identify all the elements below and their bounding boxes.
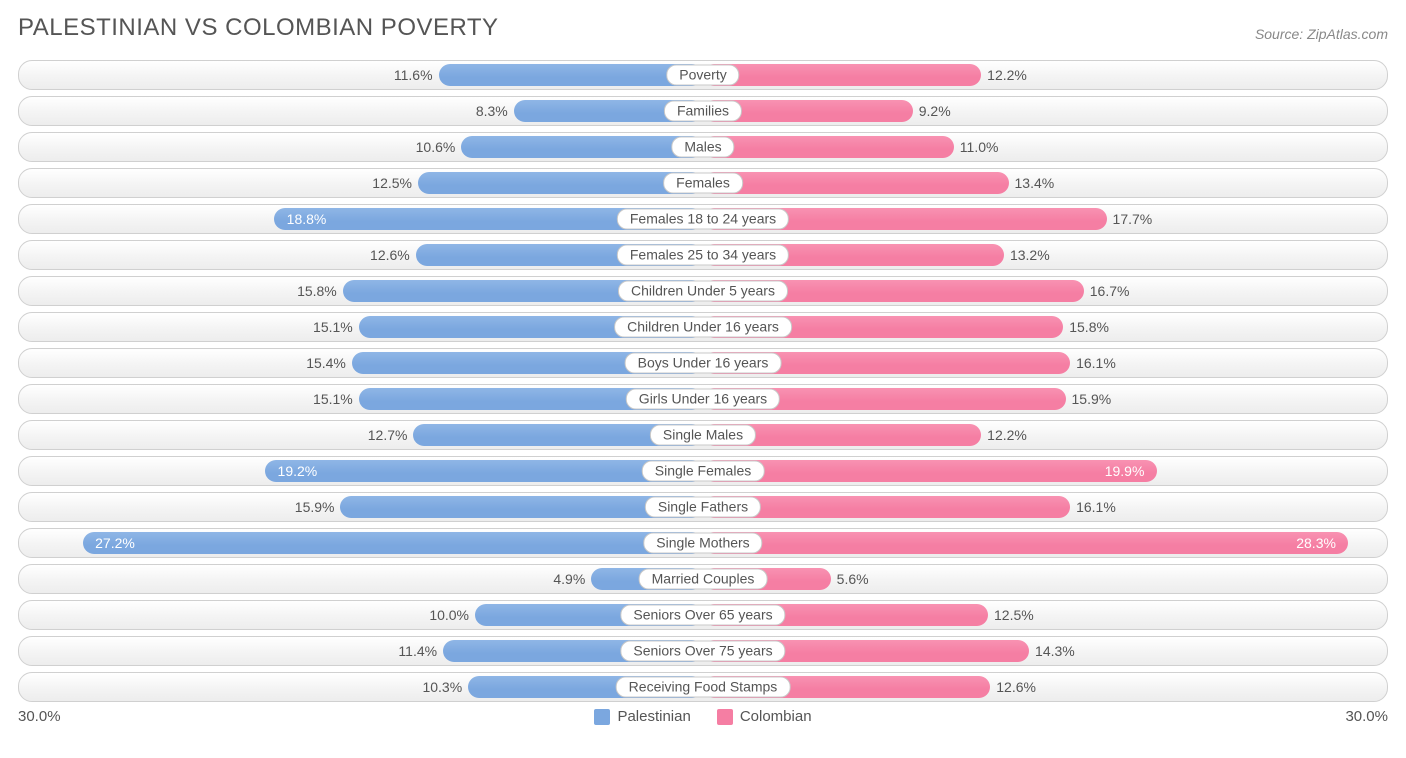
value-left: 8.3% — [476, 103, 508, 119]
value-right: 13.2% — [1010, 247, 1050, 263]
bar-row: 8.3% 9.2% Families — [18, 96, 1388, 126]
bar-right — [703, 136, 954, 158]
value-left: 15.1% — [313, 319, 353, 335]
chart-title: PALESTINIAN VS COLOMBIAN POVERTY — [18, 14, 499, 42]
value-right: 9.2% — [919, 103, 951, 119]
value-right: 5.6% — [837, 571, 869, 587]
value-right: 16.1% — [1076, 499, 1116, 515]
chart-footer: 30.0% Palestinian Colombian 30.0% — [18, 708, 1388, 725]
source-attribution: Source: ZipAtlas.com — [1255, 26, 1388, 42]
category-label: Seniors Over 75 years — [620, 641, 785, 662]
bar-row: 12.7% 12.2% Single Males — [18, 420, 1388, 450]
axis-right-max: 30.0% — [1345, 708, 1388, 725]
category-label: Children Under 16 years — [614, 317, 792, 338]
category-label: Single Males — [650, 425, 756, 446]
bar-row: 27.2% 28.3% Single Mothers — [18, 528, 1388, 558]
legend-swatch-left — [594, 709, 610, 725]
value-left: 11.4% — [398, 643, 437, 659]
bar-row: 19.2% 19.9% Single Females — [18, 456, 1388, 486]
value-left: 12.6% — [370, 247, 410, 263]
axis-left-max: 30.0% — [18, 708, 61, 725]
value-right: 15.9% — [1072, 391, 1112, 407]
legend-item-left: Palestinian — [594, 708, 690, 725]
bar-row: 15.8% 16.7% Children Under 5 years — [18, 276, 1388, 306]
category-label: Females 25 to 34 years — [617, 245, 789, 266]
value-left: 15.4% — [306, 355, 346, 371]
bar-left — [265, 460, 703, 482]
value-right: 11.0% — [960, 139, 999, 155]
category-label: Females 18 to 24 years — [617, 209, 789, 230]
category-label: Poverty — [666, 65, 739, 86]
category-label: Single Females — [642, 461, 765, 482]
bar-left — [418, 172, 703, 194]
bar-row: 10.3% 12.6% Receiving Food Stamps — [18, 672, 1388, 702]
value-left: 10.6% — [416, 139, 456, 155]
value-right: 12.6% — [996, 679, 1036, 695]
legend: Palestinian Colombian — [594, 708, 811, 725]
bar-row: 15.1% 15.8% Children Under 16 years — [18, 312, 1388, 342]
category-label: Families — [664, 101, 742, 122]
bar-right — [703, 460, 1157, 482]
value-left: 12.7% — [368, 427, 408, 443]
bar-row: 15.4% 16.1% Boys Under 16 years — [18, 348, 1388, 378]
value-left: 15.1% — [313, 391, 353, 407]
bar-right — [703, 532, 1348, 554]
header: PALESTINIAN VS COLOMBIAN POVERTY Source:… — [18, 14, 1388, 42]
value-right: 16.1% — [1076, 355, 1116, 371]
value-right: 14.3% — [1035, 643, 1075, 659]
bar-row: 15.1% 15.9% Girls Under 16 years — [18, 384, 1388, 414]
value-left: 18.8% — [287, 211, 327, 227]
value-left: 12.5% — [372, 175, 412, 191]
category-label: Girls Under 16 years — [626, 389, 780, 410]
bar-right — [703, 64, 981, 86]
diverging-bar-chart: 11.6% 12.2% Poverty 8.3% 9.2% Families 10.6% 11… — [18, 60, 1388, 702]
value-left: 10.0% — [429, 607, 469, 623]
category-label: Single Fathers — [645, 497, 761, 518]
value-left: 4.9% — [553, 571, 585, 587]
category-label: Seniors Over 65 years — [620, 605, 785, 626]
bar-row: 12.5% 13.4% Females — [18, 168, 1388, 198]
value-left: 11.6% — [394, 67, 433, 83]
value-right: 15.8% — [1069, 319, 1109, 335]
value-left: 19.2% — [278, 463, 318, 479]
value-left: 27.2% — [95, 535, 135, 551]
value-left: 15.9% — [295, 499, 335, 515]
bar-row: 10.0% 12.5% Seniors Over 65 years — [18, 600, 1388, 630]
value-right: 12.2% — [987, 427, 1027, 443]
category-label: Males — [671, 137, 734, 158]
category-label: Married Couples — [639, 569, 768, 590]
legend-swatch-right — [717, 709, 733, 725]
legend-label-right: Colombian — [740, 708, 812, 725]
value-right: 28.3% — [1296, 535, 1336, 551]
legend-item-right: Colombian — [717, 708, 812, 725]
bar-row: 11.4% 14.3% Seniors Over 75 years — [18, 636, 1388, 666]
value-right: 16.7% — [1090, 283, 1130, 299]
bar-row: 11.6% 12.2% Poverty — [18, 60, 1388, 90]
category-label: Children Under 5 years — [618, 281, 788, 302]
bar-row: 18.8% 17.7% Females 18 to 24 years — [18, 204, 1388, 234]
value-right: 13.4% — [1015, 175, 1055, 191]
value-right: 17.7% — [1113, 211, 1153, 227]
category-label: Single Mothers — [643, 533, 762, 554]
value-right: 12.5% — [994, 607, 1034, 623]
value-left: 15.8% — [297, 283, 337, 299]
category-label: Females — [663, 173, 743, 194]
legend-label-left: Palestinian — [617, 708, 690, 725]
bar-left — [439, 64, 703, 86]
bar-right — [703, 172, 1009, 194]
category-label: Receiving Food Stamps — [616, 677, 791, 698]
value-right: 12.2% — [987, 67, 1027, 83]
value-right: 19.9% — [1105, 463, 1145, 479]
bar-left — [461, 136, 703, 158]
category-label: Boys Under 16 years — [625, 353, 782, 374]
bar-left — [83, 532, 703, 554]
bar-row: 12.6% 13.2% Females 25 to 34 years — [18, 240, 1388, 270]
bar-row: 15.9% 16.1% Single Fathers — [18, 492, 1388, 522]
bar-row: 4.9% 5.6% Married Couples — [18, 564, 1388, 594]
value-left: 10.3% — [422, 679, 462, 695]
bar-row: 10.6% 11.0% Males — [18, 132, 1388, 162]
